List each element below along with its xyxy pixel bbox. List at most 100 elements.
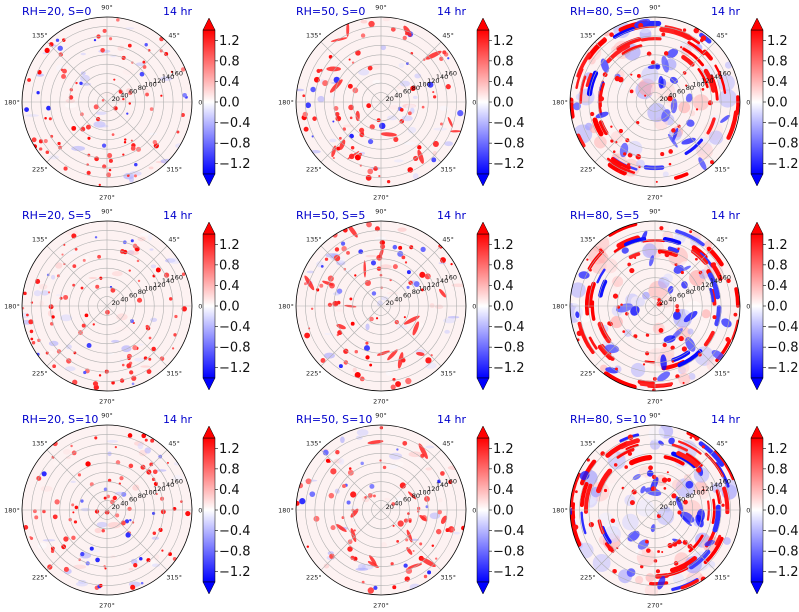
field-patch (377, 300, 383, 307)
field-cell (406, 270, 411, 275)
field-cell (396, 448, 399, 451)
angular-tick-label: 180° (278, 99, 294, 107)
field-patch (382, 17, 391, 22)
angular-tick-label: 315° (714, 166, 730, 174)
field-arc (671, 443, 688, 452)
field-cell (665, 52, 668, 55)
field-cell (396, 540, 400, 543)
colorbar: 1.2 0.8 0.4 0.0 −0.4 −0.8 −1.2 (476, 17, 525, 187)
polar-frame (21, 424, 193, 596)
colorbar-tick-label: 0.4 (767, 75, 788, 90)
field-cell (655, 180, 658, 183)
field-cell (80, 551, 85, 557)
field-patch (80, 74, 90, 82)
colorbar-tick-label: 0.4 (493, 279, 514, 294)
angular-gridline (380, 305, 442, 367)
colorbar-tick-label: 0.4 (493, 483, 514, 498)
colorbar-tick-label: −0.8 (219, 545, 251, 560)
field-cell (660, 152, 665, 157)
field-patch (723, 537, 731, 545)
angular-tick-label: 45° (442, 235, 454, 243)
field-cell (130, 584, 136, 590)
angular-tick-label: 315° (440, 370, 456, 378)
field-cell (145, 324, 149, 329)
field-cell (185, 510, 191, 517)
colorbar-gradient (476, 29, 490, 175)
field-patch (396, 85, 405, 90)
field-cell (140, 464, 146, 470)
field-patch (672, 573, 684, 585)
field-cell (23, 525, 29, 530)
polar-frame (295, 16, 467, 188)
field-arc (715, 489, 722, 505)
field-cell (671, 128, 676, 133)
field-cell (139, 71, 145, 77)
field-patch (42, 539, 56, 542)
field-cell (355, 50, 361, 56)
field-patch (439, 105, 449, 111)
field-arc (644, 360, 656, 364)
field-cell (31, 341, 36, 345)
field-cell (108, 168, 112, 172)
field-patch (720, 114, 731, 123)
field-cell (366, 103, 372, 109)
angular-tick-label: 180° (278, 507, 294, 515)
field-patch (400, 80, 411, 87)
field-cell (305, 478, 312, 485)
field-cell (629, 500, 635, 506)
field-cell (147, 49, 151, 52)
field-arc (621, 44, 643, 56)
field-patch (678, 101, 691, 114)
field-arc (707, 272, 721, 300)
field-arc (712, 504, 721, 533)
field-arc (697, 68, 709, 89)
field-cell (642, 363, 646, 366)
field-streak (339, 139, 346, 150)
radial-tick-label: 60 (403, 88, 411, 96)
field-patch (646, 470, 654, 477)
field-cell (102, 28, 107, 33)
field-cell (354, 274, 357, 277)
field-patch (394, 497, 404, 503)
field-cell (111, 133, 115, 137)
field-patch (572, 299, 580, 307)
field-arc (714, 534, 722, 546)
radial-tick-label: 60 (129, 292, 137, 300)
angular-tick-label: 270° (373, 602, 389, 610)
field-cell (648, 465, 653, 471)
polar-frame (295, 220, 467, 392)
field-cell (129, 518, 132, 522)
field-cell (137, 279, 141, 283)
field-arc (584, 483, 593, 514)
colorbar: 1.2 0.8 0.4 0.0 −0.4 −0.8 −1.2 (202, 221, 251, 391)
field-cell (327, 302, 333, 307)
field-arc (579, 328, 595, 355)
field-patch (658, 75, 664, 89)
field-patch (35, 73, 44, 77)
field-patch (148, 166, 154, 170)
field-patch (683, 474, 692, 482)
colorbar-tick-label: 0.8 (219, 54, 240, 69)
colorbar-tick-label: 0.0 (767, 504, 788, 519)
field-patch (329, 138, 337, 143)
radial-tick-label: 80 (138, 84, 146, 92)
field-cell (675, 308, 680, 313)
field-cell (651, 474, 657, 480)
field-patch (704, 539, 715, 547)
field-cell (382, 465, 387, 470)
angular-tick-label: 135° (580, 235, 596, 243)
field-patch (594, 135, 607, 149)
field-cell (330, 468, 337, 475)
field-arc (640, 37, 662, 42)
field-cell (80, 499, 84, 503)
field-cell (422, 58, 426, 61)
field-patch (675, 495, 684, 512)
field-arc (597, 90, 603, 116)
field-cell (370, 260, 377, 266)
field-patch (675, 72, 684, 81)
polar-frame (21, 220, 193, 392)
field-cell (43, 138, 48, 144)
field-arc (570, 97, 575, 119)
field-cell (685, 84, 688, 87)
field-cell (174, 314, 178, 319)
